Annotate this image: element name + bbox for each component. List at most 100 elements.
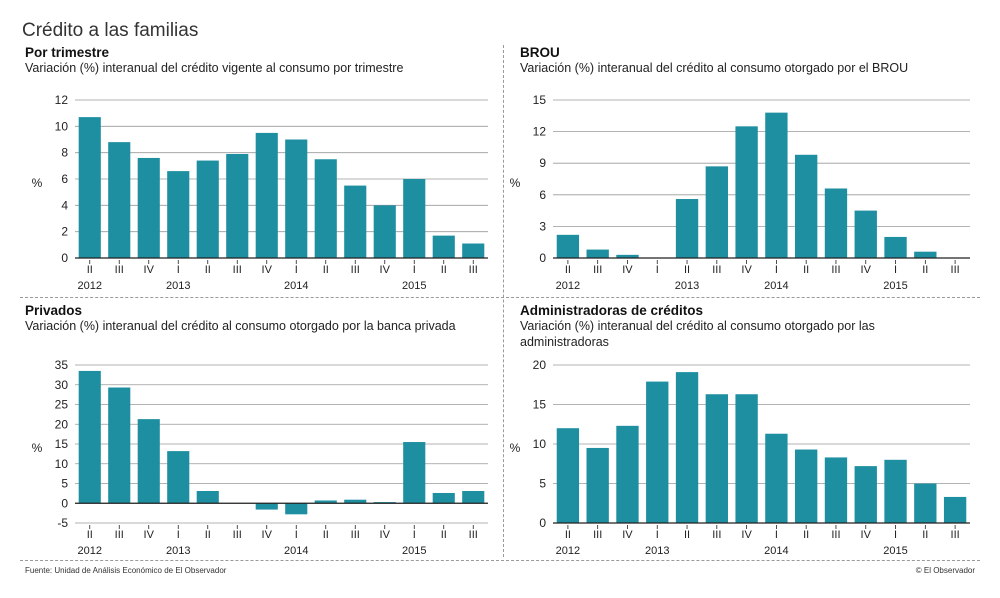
y-tick-label: 12 — [55, 93, 69, 107]
bar — [586, 249, 609, 258]
x-tick-label: III — [593, 264, 602, 276]
x-year-label: 2013 — [645, 545, 669, 557]
x-year-label: 2014 — [764, 545, 788, 557]
bar — [196, 160, 219, 258]
bar — [884, 236, 907, 258]
source-note: Fuente: Unidad de Análisis Económico de … — [25, 566, 227, 575]
x-year-label: 2014 — [284, 545, 308, 557]
x-tick-label: III — [115, 529, 124, 541]
x-tick-label: I — [177, 529, 180, 541]
y-tick-label: 30 — [55, 378, 69, 392]
bar — [373, 205, 396, 258]
x-tick-label: I — [656, 529, 659, 541]
bar — [854, 466, 877, 523]
x-tick-label: II — [803, 264, 809, 276]
bar — [314, 159, 337, 258]
y-tick-label: 5 — [539, 477, 546, 491]
bar — [167, 451, 190, 504]
bar — [824, 188, 848, 258]
x-year-label: 2015 — [402, 280, 426, 292]
x-tick-label: III — [951, 529, 960, 541]
x-year-label: 2013 — [675, 280, 699, 292]
x-tick-label: III — [469, 264, 478, 276]
bar — [675, 372, 699, 523]
panel-heading: Administradoras de créditos — [520, 303, 704, 318]
bar — [285, 503, 308, 515]
x-tick-label: II — [684, 264, 690, 276]
x-tick-label: III — [115, 264, 124, 276]
x-year-label: 2013 — [166, 545, 190, 557]
panel-subtitle: Variación (%) interanual del crédito al … — [520, 61, 909, 75]
bar — [914, 483, 937, 523]
bar — [854, 210, 877, 258]
x-tick-label: I — [775, 529, 778, 541]
x-tick-label: II — [323, 529, 329, 541]
y-axis-label: % — [32, 176, 43, 190]
bar — [735, 126, 758, 258]
divider-footer — [20, 560, 980, 561]
x-tick-label: II — [803, 529, 809, 541]
x-year-label: 2014 — [764, 280, 788, 292]
x-tick-label: I — [177, 264, 180, 276]
x-tick-label: I — [413, 529, 416, 541]
bar — [556, 428, 580, 523]
x-tick-label: I — [894, 264, 897, 276]
bar — [705, 394, 728, 523]
bar — [675, 199, 699, 258]
x-tick-label: III — [951, 264, 960, 276]
panel-privados: Privados Variación (%) interanual del cr… — [25, 303, 495, 334]
bar — [462, 243, 485, 258]
bar — [586, 447, 609, 523]
x-tick-label: IV — [144, 264, 155, 276]
x-tick-label: II — [87, 264, 93, 276]
x-tick-label: III — [593, 529, 602, 541]
x-tick-label: II — [565, 264, 571, 276]
y-tick-label: 8 — [61, 146, 68, 160]
bar — [943, 496, 967, 523]
bar — [137, 157, 160, 258]
x-year-label: 2013 — [166, 280, 190, 292]
bar — [167, 171, 190, 258]
y-tick-label: 35 — [55, 358, 69, 372]
y-tick-label: 10 — [55, 119, 69, 133]
x-tick-label: III — [351, 529, 360, 541]
bar — [432, 492, 455, 504]
x-tick-label: IV — [380, 264, 391, 276]
x-tick-label: IV — [622, 264, 633, 276]
bar — [646, 381, 669, 523]
x-year-label: 2012 — [556, 545, 580, 557]
bar — [78, 117, 101, 258]
y-tick-label: 15 — [533, 398, 547, 412]
y-tick-label: 6 — [61, 172, 68, 186]
y-tick-label: 0 — [539, 516, 546, 530]
y-axis-label: % — [510, 176, 521, 190]
x-tick-label: I — [656, 264, 659, 276]
x-tick-label: III — [712, 529, 721, 541]
divider-vertical — [503, 45, 504, 557]
page-title: Crédito a las familias — [22, 20, 199, 41]
x-tick-label: II — [684, 529, 690, 541]
bar — [403, 179, 426, 258]
x-tick-label: IV — [262, 529, 273, 541]
y-tick-label: 12 — [533, 125, 547, 139]
x-tick-label: IV — [622, 529, 633, 541]
divider-horizontal — [20, 297, 980, 298]
bar — [795, 449, 818, 523]
x-year-label: 2012 — [78, 280, 102, 292]
bar — [403, 442, 426, 504]
x-year-label: 2012 — [556, 280, 580, 292]
x-tick-label: III — [233, 264, 242, 276]
x-tick-label: III — [469, 529, 478, 541]
panel-administradoras: Administradoras de créditos Variación (%… — [520, 303, 920, 350]
x-tick-label: IV — [861, 264, 872, 276]
x-tick-label: II — [441, 529, 447, 541]
y-tick-label: 10 — [55, 457, 69, 471]
panel-por-trimestre: Por trimestre Variación (%) interanual d… — [25, 45, 490, 76]
x-tick-label: I — [775, 264, 778, 276]
bar — [824, 457, 848, 523]
panel-subtitle: Variación (%) interanual del crédito al … — [520, 319, 875, 349]
bar — [285, 139, 308, 258]
panel-subtitle: Variación (%) interanual del crédito al … — [25, 319, 456, 333]
